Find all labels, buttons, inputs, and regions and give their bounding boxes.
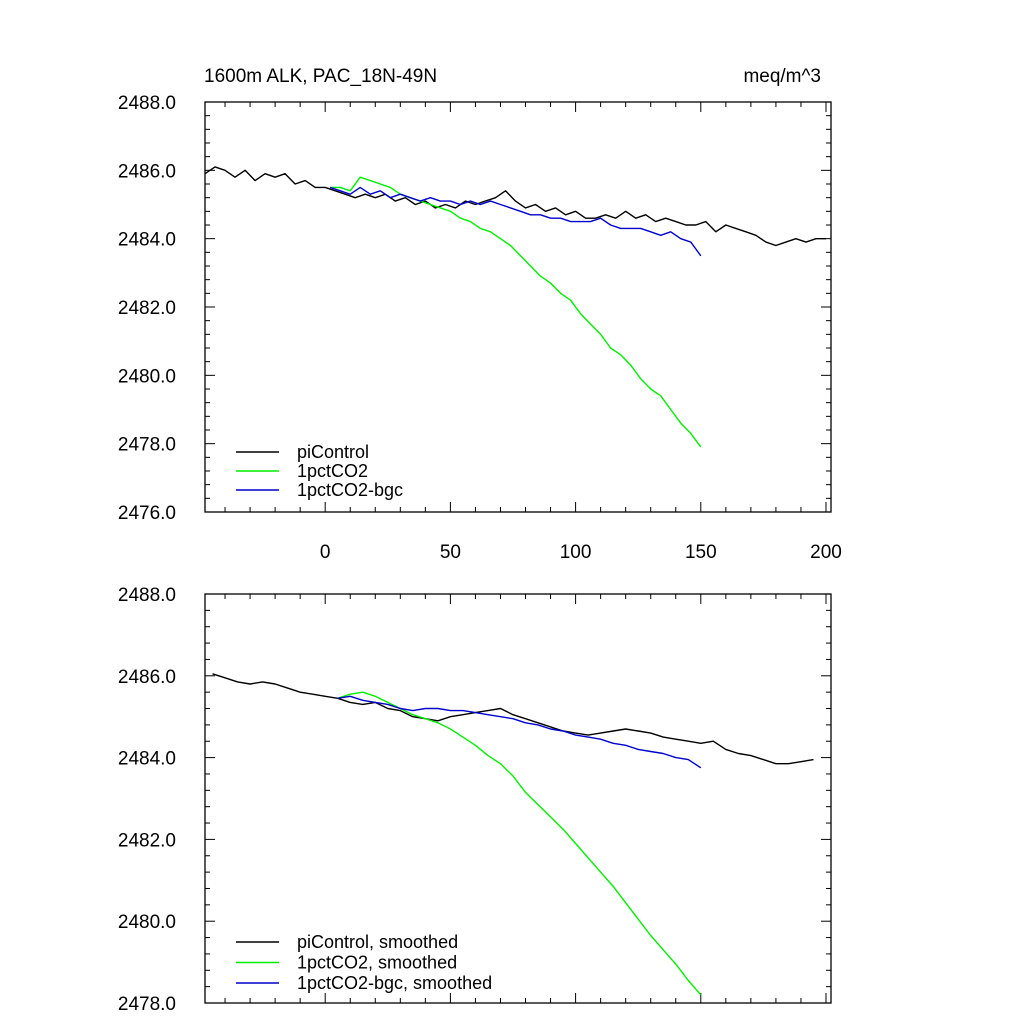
y-tick-label: 2482.0	[118, 298, 176, 319]
series-line-1pctco2	[330, 176, 702, 448]
x-tick-label: 0	[320, 542, 331, 563]
legend-label: 1pctCO2-bgc, smoothed	[297, 973, 492, 993]
series-line-picontrol-smoothed	[212, 673, 814, 765]
y-tick-label: 2482.0	[118, 830, 176, 851]
top-panel: 1600m ALK, PAC_18N-49N meq/m^3 0 50 100 150…	[118, 66, 842, 563]
bottom-panel-frame	[204, 593, 832, 1004]
series-line-picontrol	[204, 166, 826, 247]
x-tick-label: 150	[685, 542, 717, 563]
bottom-panel-series	[212, 673, 814, 996]
legend-label: 1pctCO2-bgc	[297, 480, 403, 500]
top-panel-series	[204, 166, 826, 448]
y-tick-label: 2486.0	[118, 667, 176, 688]
series-line-1pctco2-bgc	[329, 186, 702, 257]
y-tick-label: 2478.0	[118, 994, 176, 1015]
y-tick-label: 2476.0	[118, 503, 176, 524]
bottom-panel-axes: 2478.0 2480.0 2482.0 2484.0 2486.0 2488.0	[118, 585, 831, 1015]
y-tick-label: 2478.0	[118, 435, 176, 456]
bottom-panel: 2478.0 2480.0 2482.0 2484.0 2486.0 2488.0 piC…	[118, 585, 832, 1015]
x-tick-label: 100	[560, 542, 592, 563]
x-tick-label: 200	[810, 542, 842, 563]
y-tick-label: 2484.0	[118, 230, 176, 251]
legend-label: 1pctCO2, smoothed	[297, 953, 457, 973]
top-panel-frame	[204, 101, 832, 513]
y-tick-label: 2486.0	[118, 161, 176, 182]
legend-label: piControl, smoothed	[297, 932, 458, 952]
chart-title: 1600m ALK, PAC_18N-49N	[204, 66, 437, 87]
x-tick-label: 50	[440, 542, 461, 563]
legend-label: 1pctCO2	[297, 461, 368, 481]
y-tick-label: 2480.0	[118, 912, 176, 933]
top-panel-axes: 0 50 100 150 200 2476.0 2478.0 2480.0 2482.0 2484…	[118, 93, 842, 563]
y-tick-label: 2484.0	[118, 749, 176, 770]
legend-label: piControl	[297, 442, 369, 462]
y-tick-label: 2488.0	[118, 93, 176, 114]
y-tick-label: 2488.0	[118, 585, 176, 606]
series-line-1pctco2-bgc-smoothed	[337, 695, 702, 769]
y-tick-label: 2480.0	[118, 366, 176, 387]
units-label: meq/m^3	[743, 66, 821, 87]
